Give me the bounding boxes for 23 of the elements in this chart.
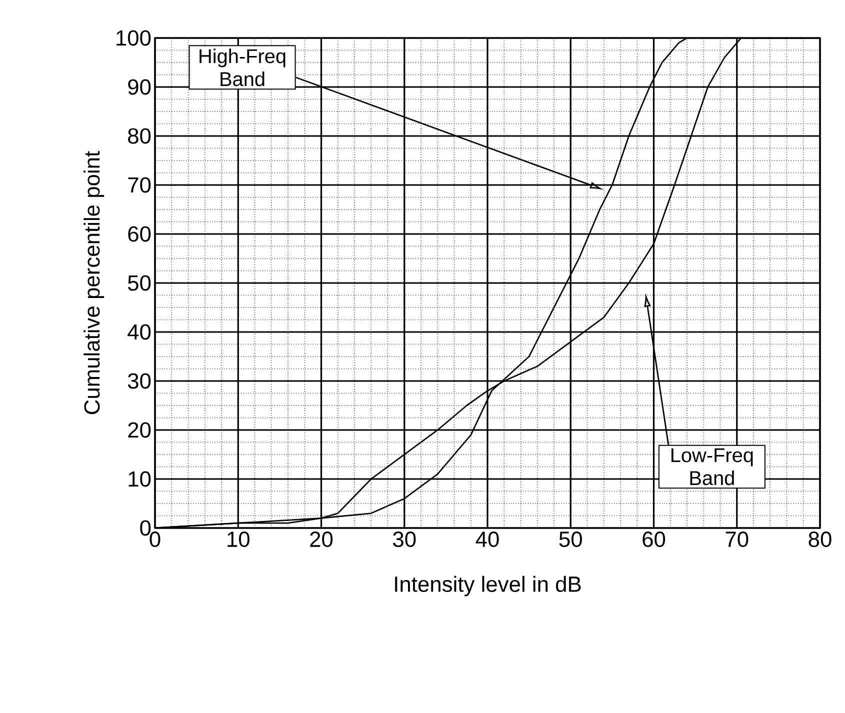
- y-tick-label: 90: [128, 79, 151, 95]
- y-tick-label: 50: [128, 275, 151, 291]
- y-axis-title: Cumulative percentile point: [84, 151, 104, 414]
- y-tick-label: 60: [128, 226, 151, 242]
- y-tick-label: 100: [116, 30, 151, 46]
- y-tick-label: 70: [128, 177, 151, 193]
- annotation: High-Freq Band: [200, 48, 286, 86]
- x-tick-label: 70: [726, 532, 748, 548]
- x-axis-title: Intensity level in dB: [395, 576, 581, 596]
- x-tick-label: 40: [476, 532, 499, 548]
- x-tick-label: 50: [559, 532, 582, 548]
- y-tick-label: 80: [128, 128, 151, 144]
- y-tick-label: 10: [128, 471, 151, 487]
- y-tick-label: 30: [128, 373, 151, 389]
- x-tick-label: 60: [642, 532, 666, 548]
- annotation: Low-Freq Band: [672, 448, 753, 486]
- x-tick-label: 30: [393, 532, 416, 548]
- x-tick-label: 80: [808, 532, 832, 548]
- y-tick-label: 0: [140, 520, 151, 536]
- y-tick-label: 20: [128, 422, 151, 438]
- y-tick-label: 40: [128, 324, 151, 340]
- x-tick-label: 20: [310, 532, 333, 548]
- x-tick-label: 10: [228, 532, 250, 548]
